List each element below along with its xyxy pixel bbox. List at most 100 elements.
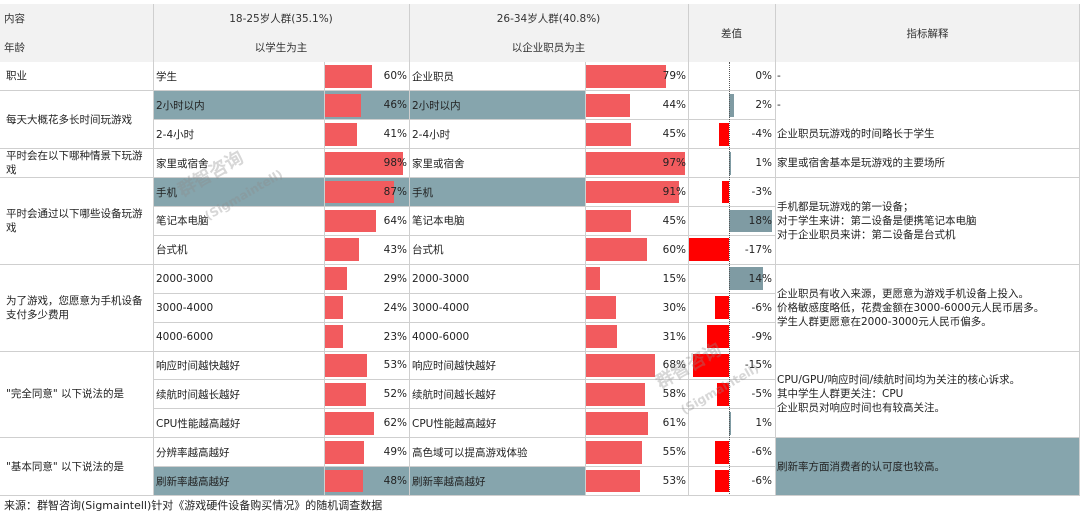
row-divider	[153, 379, 775, 381]
group-a-percent: 60%	[383, 70, 407, 83]
explanation-line: 学生人群更愿意在2000-3000元人民币偏多。	[777, 315, 992, 328]
group-a-percent: 62%	[383, 417, 407, 430]
group-b-percent: 97%	[662, 157, 686, 170]
option-a-label: 2000-3000	[156, 272, 214, 285]
diff-value: -9%	[751, 330, 772, 343]
group-a-bar	[324, 209, 376, 233]
option-b-label: 笔记本电脑	[412, 215, 465, 228]
option-b-label: 台式机	[412, 244, 444, 257]
option-a-label: 手机	[153, 177, 324, 207]
group-b-percent: 61%	[662, 417, 686, 430]
diff-value: -4%	[751, 128, 772, 141]
option-b-label: 2小时以内	[409, 90, 585, 120]
option-a-label: 4000-6000	[156, 330, 214, 343]
option-a-label: 学生	[156, 70, 177, 83]
row-divider	[153, 119, 775, 121]
group-a-percent: 43%	[383, 243, 407, 256]
option-b-label: 续航时间越长越好	[412, 388, 496, 401]
diff-bar-positive	[729, 93, 734, 117]
group-b-bar	[585, 122, 632, 146]
row-divider	[153, 148, 775, 150]
diff-bar-negative	[714, 469, 729, 493]
header-group-b-title: 26-34岁人群(40.8%)	[409, 4, 688, 32]
diff-bar-negative	[721, 180, 729, 204]
diff-value: 1%	[755, 417, 772, 430]
group-a-percent: 23%	[383, 330, 407, 343]
section-label: "完全同意" 以下说法的是	[6, 388, 124, 401]
table-bottom-border	[0, 495, 1080, 496]
option-a-label: 台式机	[156, 244, 188, 257]
group-a-bar-cell: 60%	[324, 62, 409, 91]
diff-value: -6%	[751, 301, 772, 314]
option-b-label: CPU性能越高越好	[412, 417, 497, 430]
column-divider	[775, 4, 776, 496]
explanation-line: 家里或宿舍基本是玩游戏的主要场所	[777, 157, 945, 170]
section-label: 平时会在以下哪种情景下玩游戏	[6, 150, 143, 177]
group-b-percent: 79%	[662, 70, 686, 83]
group-b-bar-cell: 61%	[585, 409, 688, 438]
explanation-cell: 企业职员有收入来源，更愿意为游戏手机设备上投入。 价格敏感度略低，花费金额在300…	[775, 264, 1080, 351]
option-b-label: 2-4小时	[412, 128, 451, 141]
section-label: 为了游戏，您愿意为手机设备支付多少费用	[6, 294, 143, 321]
group-b-bar-cell: 97%	[585, 149, 688, 178]
explanation-cell: 企业职员玩游戏的时间略长于学生	[775, 120, 1080, 149]
group-a-bar-cell: 41%	[324, 120, 409, 149]
explanation-cell: 刷新率方面消费者的认可度也较高。	[775, 437, 1080, 496]
group-a-percent: 29%	[383, 272, 407, 285]
diff-value: -15%	[744, 359, 772, 372]
header-diff: 差值	[688, 4, 775, 62]
explanation-line: 企业职员对响应时间也有较高关注。	[777, 402, 945, 415]
row-divider	[153, 350, 775, 352]
diff-value: -17%	[744, 243, 772, 256]
group-a-bar	[324, 354, 367, 377]
section-label: 平时会通过以下哪些设备玩游戏	[6, 207, 143, 234]
group-a-percent: 49%	[383, 446, 407, 459]
diff-bar-negative	[714, 296, 729, 320]
header-age-label: 年龄	[0, 32, 153, 62]
option-a-label: 2小时以内	[153, 90, 324, 120]
explanation-cell: CPU/GPU/响应时间/续航时间均为关注的核心诉求。 其中学生人群更关注：CPU…	[775, 351, 1080, 438]
explanation-line: 对于企业职员来讲：第二设备是台式机	[777, 228, 956, 241]
group-b-bar-cell: 45%	[585, 120, 688, 149]
option-a-label: 3000-4000	[156, 301, 214, 314]
group-b-bar	[585, 354, 656, 377]
option-a-label: 2-4小时	[156, 128, 195, 141]
group-a-bar-cell: 64%	[324, 207, 409, 236]
option-a-label: CPU性能越高越好	[156, 417, 241, 430]
group-b-percent: 68%	[662, 359, 686, 372]
group-a-bar	[324, 411, 375, 435]
group-b-percent: 60%	[662, 243, 686, 256]
group-a-bar-cell: 48%	[324, 466, 409, 496]
option-a-label: 家里或宿舍	[156, 157, 209, 170]
group-b-bar-cell: 58%	[585, 380, 688, 409]
group-a-bar	[324, 180, 395, 204]
group-a-percent: 48%	[383, 475, 407, 488]
group-a-bar	[324, 296, 344, 320]
diff-value: -3%	[751, 186, 772, 199]
diff-bar-negative	[714, 440, 729, 464]
group-b-bar	[585, 151, 685, 175]
explanation-line: 企业职员有收入来源，更愿意为游戏手机设备上投入。	[777, 287, 1029, 300]
group-a-bar	[324, 151, 404, 175]
group-b-bar-cell: 79%	[585, 62, 688, 91]
diff-bar-negative	[707, 325, 729, 348]
explanation-line: CPU/GPU/响应时间/续航时间均为关注的核心诉求。	[777, 374, 1021, 387]
option-a-label: 分辨率越高越好	[156, 446, 230, 459]
diff-value: 18%	[748, 214, 772, 227]
group-a-percent: 46%	[383, 99, 407, 112]
group-a-bar-cell: 62%	[324, 409, 409, 438]
explanation-line: 刷新率方面消费者的认可度也较高。	[777, 460, 945, 473]
group-a-bar	[324, 382, 366, 406]
group-b-bar-cell: 55%	[585, 438, 688, 467]
group-a-percent: 41%	[383, 128, 407, 141]
row-divider	[153, 408, 775, 410]
header-content-label: 内容	[0, 4, 153, 32]
group-a-bar-cell: 52%	[324, 380, 409, 409]
bar-column-divider	[585, 62, 586, 496]
group-b-percent: 15%	[662, 272, 686, 285]
diff-bar-positive	[729, 411, 732, 435]
group-b-bar-cell: 15%	[585, 264, 688, 293]
diff-bar-positive	[729, 267, 763, 291]
group-b-bar	[585, 296, 616, 320]
group-b-bar	[585, 238, 647, 262]
